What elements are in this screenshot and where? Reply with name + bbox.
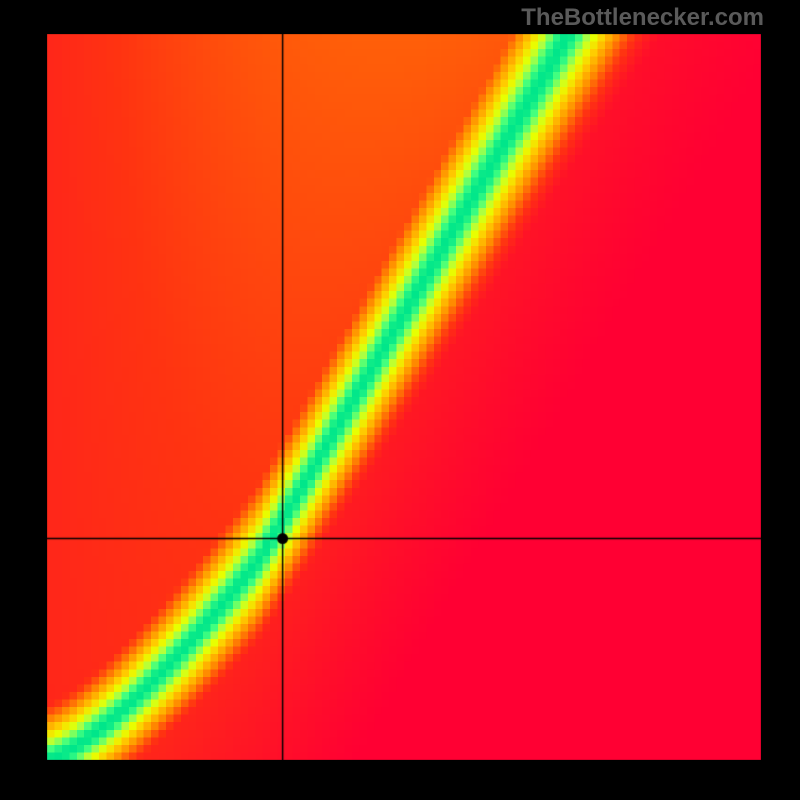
chart-container: TheBottlenecker.com (0, 0, 800, 800)
watermark-text: TheBottlenecker.com (521, 4, 764, 32)
crosshair-overlay (0, 0, 800, 800)
